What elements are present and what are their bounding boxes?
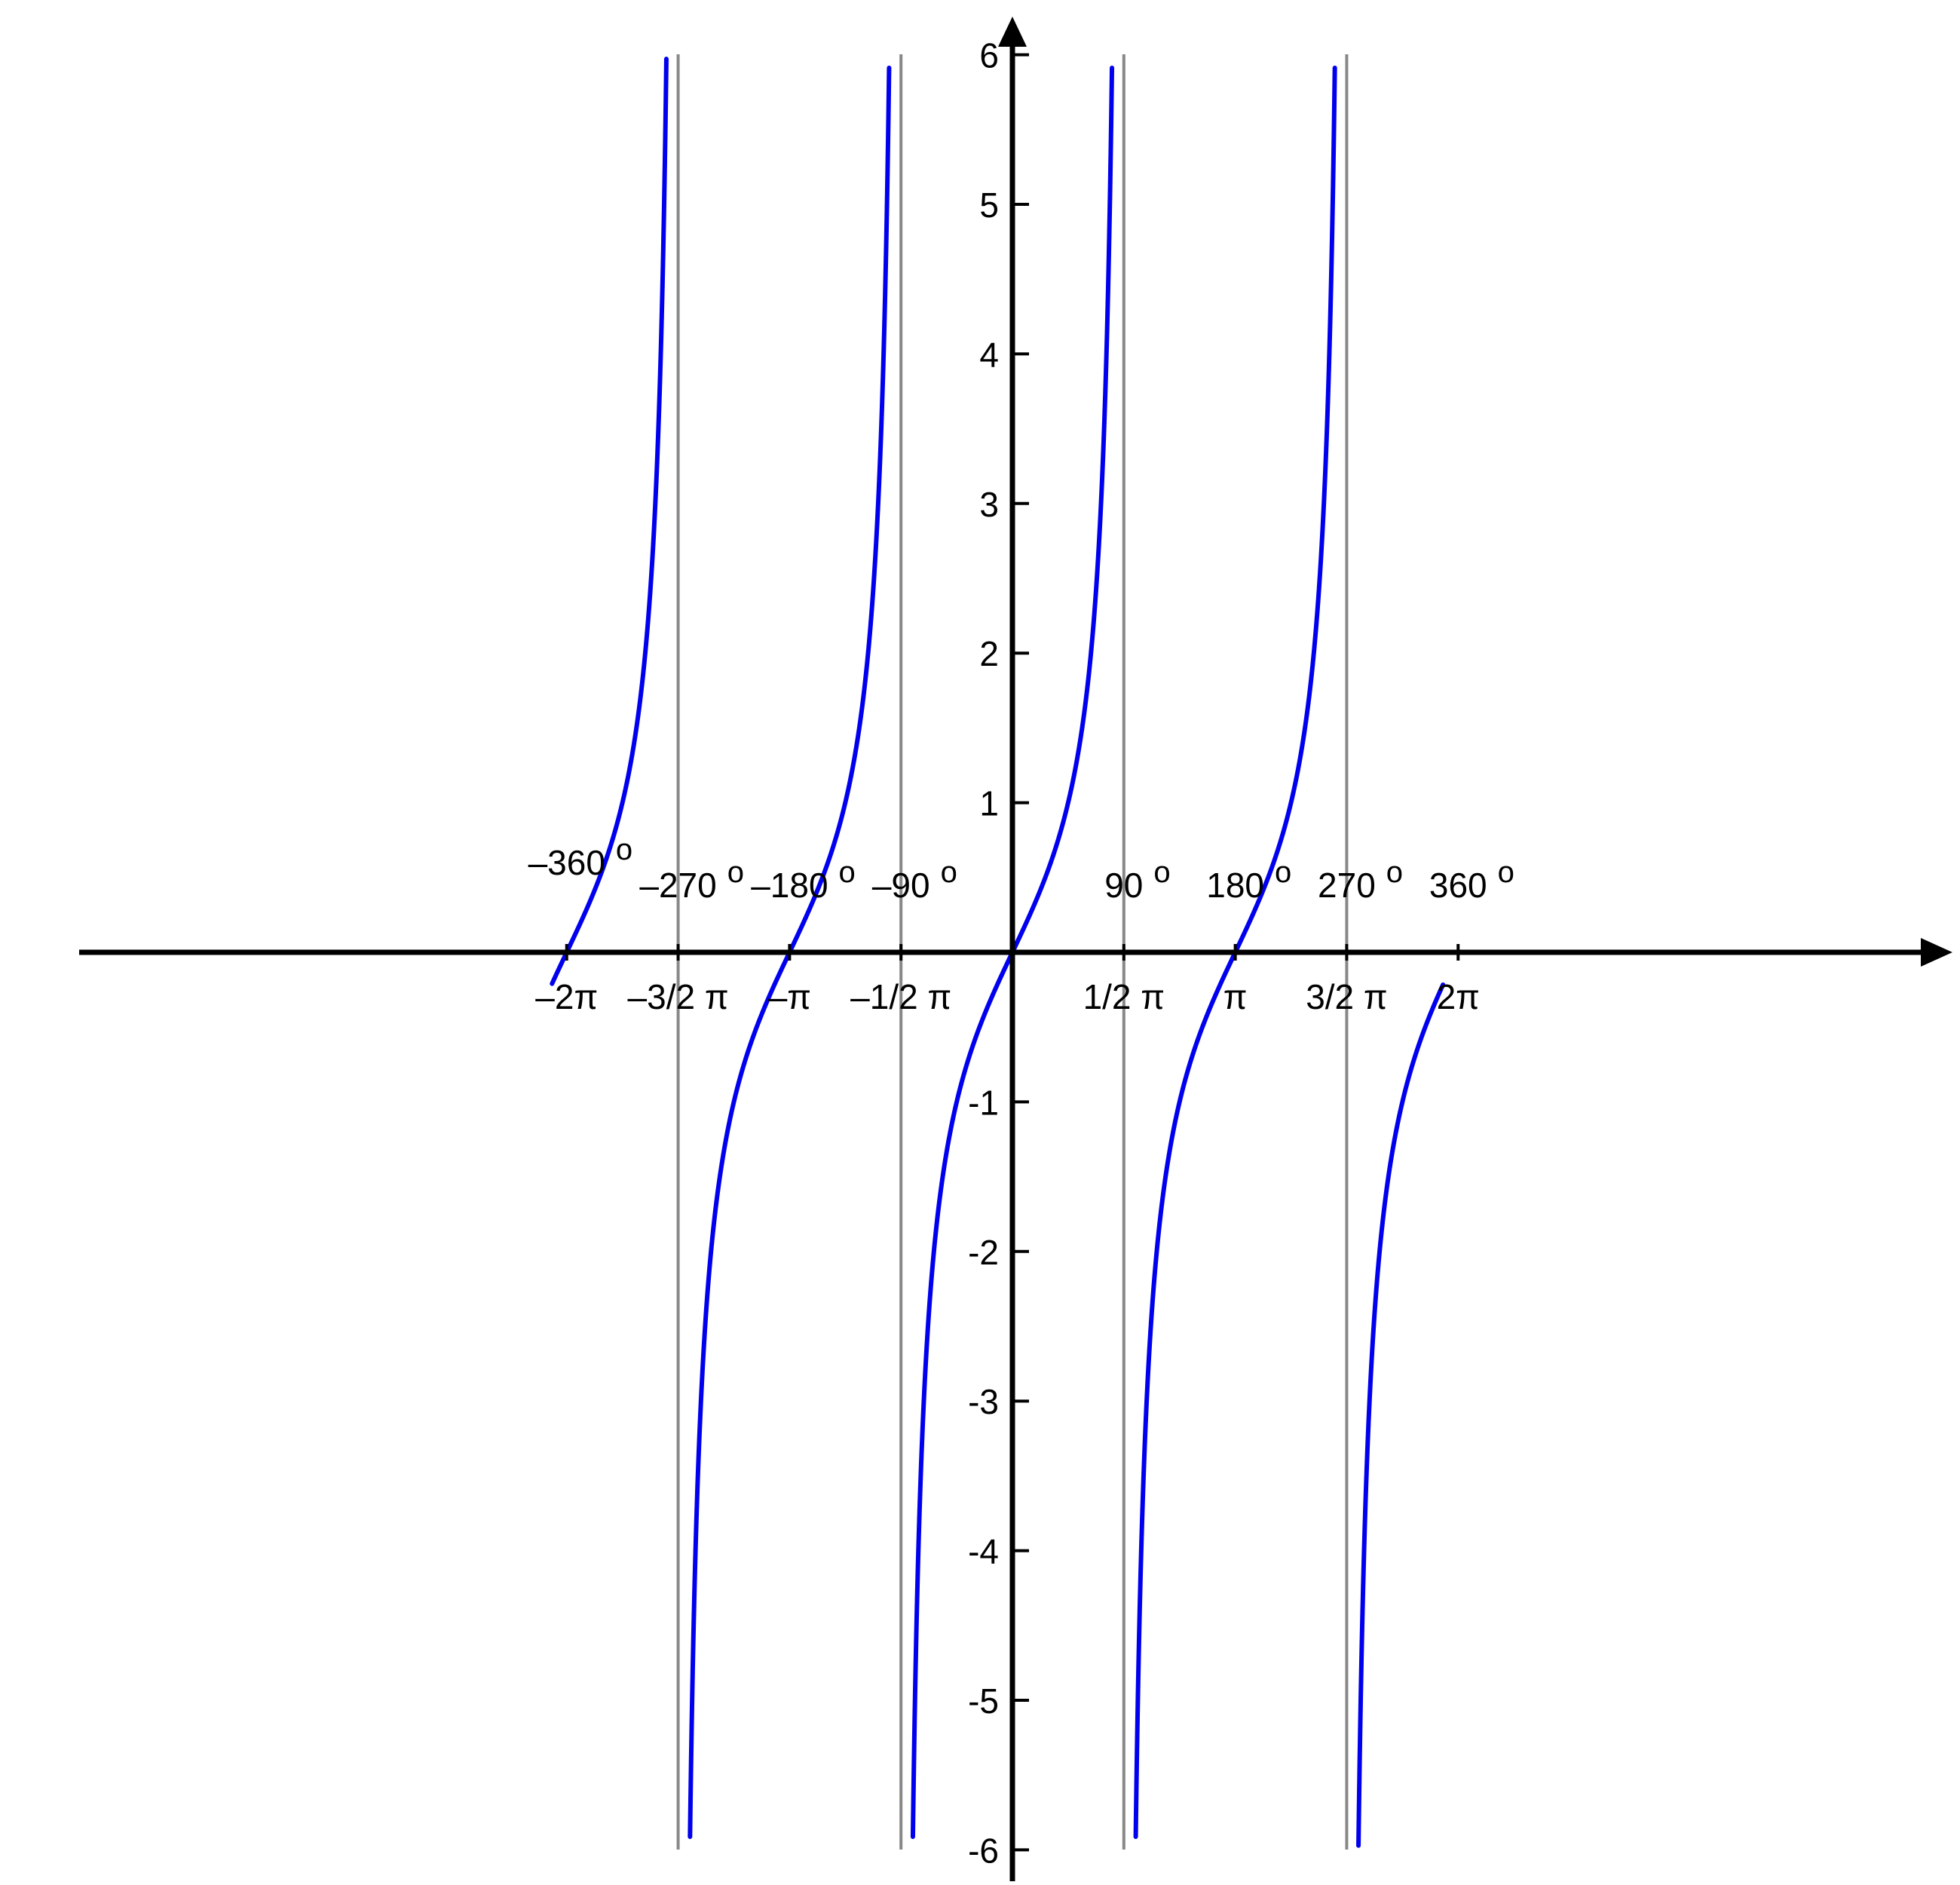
degree-symbol-icon: o: [1498, 856, 1514, 889]
y-tick-label: -5: [968, 1681, 999, 1721]
x-tick-label-degrees: 180: [1206, 866, 1264, 905]
x-tick-label-radians: –π: [768, 977, 811, 1016]
x-tick-label-degrees: –180: [751, 866, 828, 905]
x-tick-label-radians: –2π: [535, 977, 598, 1016]
x-tick-label-degrees: 360: [1429, 866, 1487, 905]
x-axis-ticks: –2π–360 o–3/2 π–270 o–π–180 o–1/2 π–90 o1/2 …: [528, 833, 1514, 1016]
degree-symbol-icon: o: [839, 856, 856, 889]
y-tick-label: -3: [968, 1382, 999, 1421]
x-tick-label-radians: –3/2 π: [628, 977, 729, 1016]
degree-symbol-icon: o: [941, 856, 957, 889]
tangent-branch: [550, 57, 669, 986]
degree-symbol-icon: o: [1153, 856, 1170, 889]
y-axis-ticks: 6 5 4 3 2 1 -1 -2 -3 -4 -5 -6: [968, 36, 1029, 1870]
y-tick-label: -4: [968, 1532, 999, 1571]
degree-symbol-icon: o: [1386, 856, 1403, 889]
x-axis-arrow-icon: [1921, 938, 1952, 967]
y-tick-label: 2: [979, 634, 999, 673]
y-tick-label: 5: [979, 185, 999, 225]
degree-symbol-icon: o: [616, 833, 632, 866]
y-tick-label: 1: [979, 784, 999, 823]
degree-symbol-icon: o: [727, 856, 744, 889]
x-tick-label-degrees: –270: [639, 866, 716, 905]
x-tick-label-radians: –1/2 π: [850, 977, 951, 1016]
y-tick-label: 4: [979, 335, 999, 374]
y-tick-label: 3: [979, 485, 999, 524]
y-tick-label: -6: [968, 1831, 999, 1870]
x-tick-label-radians: 1/2 π: [1083, 977, 1165, 1016]
x-tick-label-degrees: –90: [872, 866, 930, 905]
x-tick-label-degrees: 270: [1318, 866, 1376, 905]
x-tick-label-radians: π: [1223, 977, 1248, 1016]
y-axis-arrow-icon: [998, 17, 1027, 47]
tangent-branch: [1356, 982, 1446, 1848]
y-tick-label: 6: [979, 36, 999, 75]
degree-symbol-icon: o: [1275, 856, 1291, 889]
x-tick-label-degrees: 90: [1104, 866, 1143, 905]
x-tick-label-radians: 3/2 π: [1306, 977, 1387, 1016]
x-tick-label-radians: 2π: [1437, 977, 1480, 1016]
y-tick-label: -2: [968, 1233, 999, 1272]
x-tick-label-degrees: –360: [528, 843, 605, 882]
y-tick-label: -1: [968, 1083, 999, 1122]
